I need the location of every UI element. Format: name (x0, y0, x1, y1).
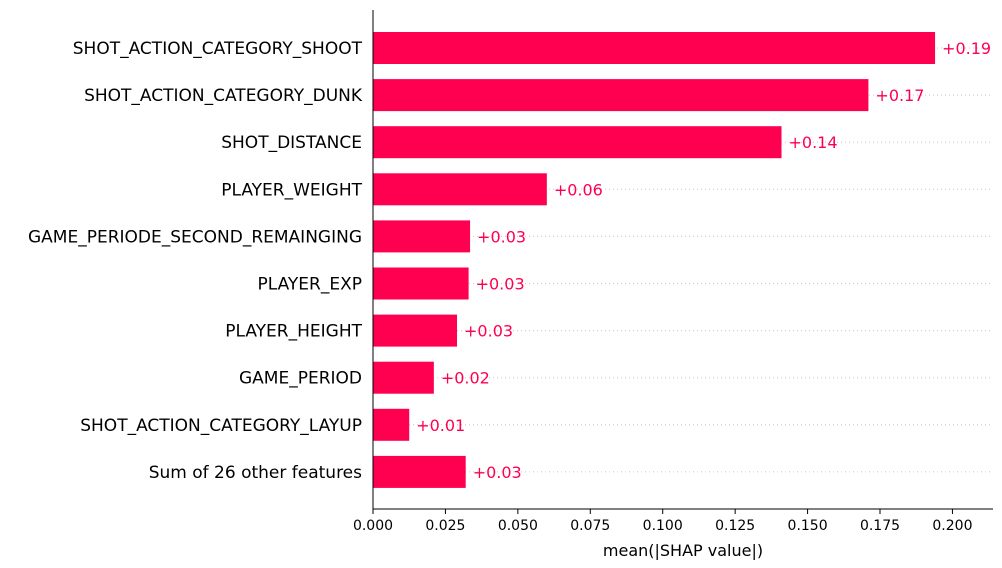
feature-label: PLAYER_WEIGHT (221, 180, 362, 200)
bar (373, 32, 936, 64)
bar (373, 173, 547, 206)
feature-label: Sum of 26 other features (149, 463, 362, 483)
x-axis-title: mean(|SHAP value|) (603, 541, 763, 560)
x-tick-label: 0.150 (788, 518, 828, 534)
feature-label: GAME_PERIOD (239, 369, 362, 389)
axes (372, 10, 993, 510)
feature-label: SHOT_ACTION_CATEGORY_LAYUP (80, 416, 362, 436)
x-tick-label: 0.125 (715, 518, 755, 534)
value-label: +0.03 (476, 275, 525, 294)
value-label: +0.17 (875, 86, 924, 105)
value-label: +0.01 (416, 416, 465, 435)
x-tick-label: 0.100 (643, 518, 683, 534)
bar (373, 126, 782, 159)
x-tick-label: 0.075 (570, 518, 610, 534)
x-tick-label: 0.175 (860, 518, 900, 534)
feature-label: SHOT_ACTION_CATEGORY_SHOOT (73, 39, 363, 59)
value-label: +0.03 (477, 227, 526, 246)
value-labels: +0.19 +0.17 +0.14 +0.06 +0.03 +0.03 +0.03 +0.02… (416, 39, 991, 482)
value-label: +0.03 (464, 322, 513, 341)
value-label: +0.02 (441, 369, 490, 388)
bar (373, 267, 469, 300)
value-label: +0.14 (789, 133, 838, 152)
value-label: +0.19 (942, 39, 991, 58)
x-ticks: 0.000 0.025 0.050 0.075 0.100 0.125 0.150 0.175… (353, 509, 972, 534)
feature-label: SHOT_ACTION_CATEGORY_DUNK (84, 86, 363, 106)
x-tick-label: 0.025 (425, 518, 465, 534)
value-label: +0.06 (554, 180, 603, 199)
bar (373, 408, 410, 441)
value-label: +0.03 (473, 463, 522, 482)
feature-labels: SHOT_ACTION_CATEGORY_SHOOT SHOT_ACTION_CA… (28, 39, 363, 483)
feature-label: PLAYER_HEIGHT (225, 322, 362, 342)
x-tick-label: 0.050 (498, 518, 538, 534)
bar (373, 314, 458, 347)
feature-label: GAME_PERIODE_SECOND_REMAINGING (28, 227, 362, 247)
x-tick-label: 0.000 (353, 518, 393, 534)
bar (373, 361, 434, 394)
bar (373, 220, 471, 253)
feature-label: SHOT_DISTANCE (221, 133, 362, 153)
x-tick-label: 0.200 (932, 518, 972, 534)
bar (373, 455, 466, 488)
row-guides (373, 47, 993, 473)
bar (373, 79, 869, 112)
feature-label: PLAYER_EXP (258, 275, 363, 295)
bars (373, 32, 936, 488)
